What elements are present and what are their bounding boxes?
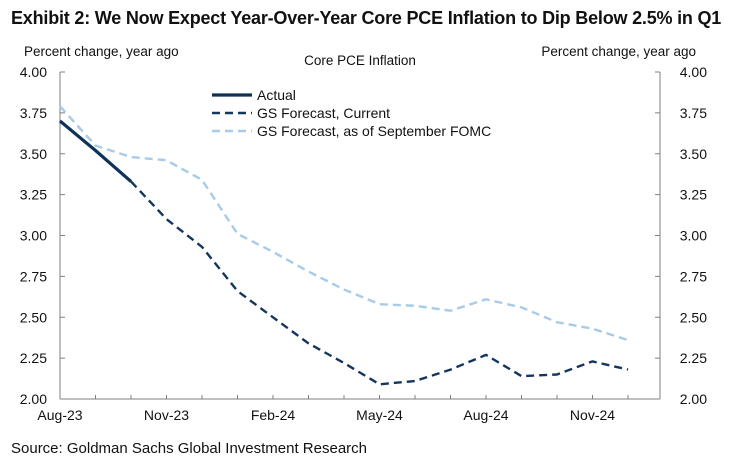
left-y-tick-label: 4.00 [20,64,47,80]
x-tick-label: Feb-24 [251,407,296,423]
chart-title: Core PCE Inflation [304,53,416,68]
right-y-tick-label: 3.25 [680,187,707,203]
left-axis-unit-label: Percent change, year ago [24,44,179,59]
source-note: Source: Goldman Sachs Global Investment … [11,440,368,457]
legend-label-gs-forecast-september: GS Forecast, as of September FOMC [257,123,491,139]
right-axis-unit-label: Percent change, year ago [541,44,696,59]
left-y-tick-label: 3.00 [20,228,47,244]
right-y-tick-label: 3.00 [680,228,707,244]
right-y-tick-label: 3.75 [680,105,707,121]
right-y-tick-label: 4.00 [680,64,707,80]
legend: Actual GS Forecast, Current GS Forecast,… [212,87,491,139]
exhibit-title: Exhibit 2: We Now Expect Year-Over-Year … [11,8,722,28]
series-layer [58,105,629,386]
left-y-tick-label: 2.00 [20,391,47,407]
x-tick-label: Aug-23 [37,407,82,423]
x-tick-label: May-24 [356,407,403,423]
right-y-tick-label: 2.50 [680,309,707,325]
axes: 4.00 4.00 3.75 3.75 3.50 3.50 3.25 3.25 3.00 3.00… [20,64,707,423]
x-tick-label: Nov-23 [144,407,189,423]
actual-line [58,119,133,183]
x-tick-label: Aug-24 [463,407,508,423]
right-y-tick-label: 3.50 [680,146,707,162]
left-y-tick-label: 3.50 [20,146,47,162]
left-y-tick-label: 2.75 [20,268,47,284]
right-y-tick-label: 2.00 [680,391,707,407]
x-tick-label: Nov-24 [570,407,615,423]
legend-label-actual: Actual [257,87,296,103]
legend-label-gs-forecast-current: GS Forecast, Current [257,105,390,121]
left-y-tick-label: 2.25 [20,350,47,366]
gs-forecast-september-line [59,105,629,342]
right-y-tick-label: 2.25 [680,350,707,366]
left-y-tick-label: 3.25 [20,187,47,203]
gs-forecast-current-line [130,180,629,386]
left-y-tick-label: 2.50 [20,309,47,325]
left-y-tick-label: 3.75 [20,105,47,121]
right-y-tick-label: 2.75 [680,268,707,284]
